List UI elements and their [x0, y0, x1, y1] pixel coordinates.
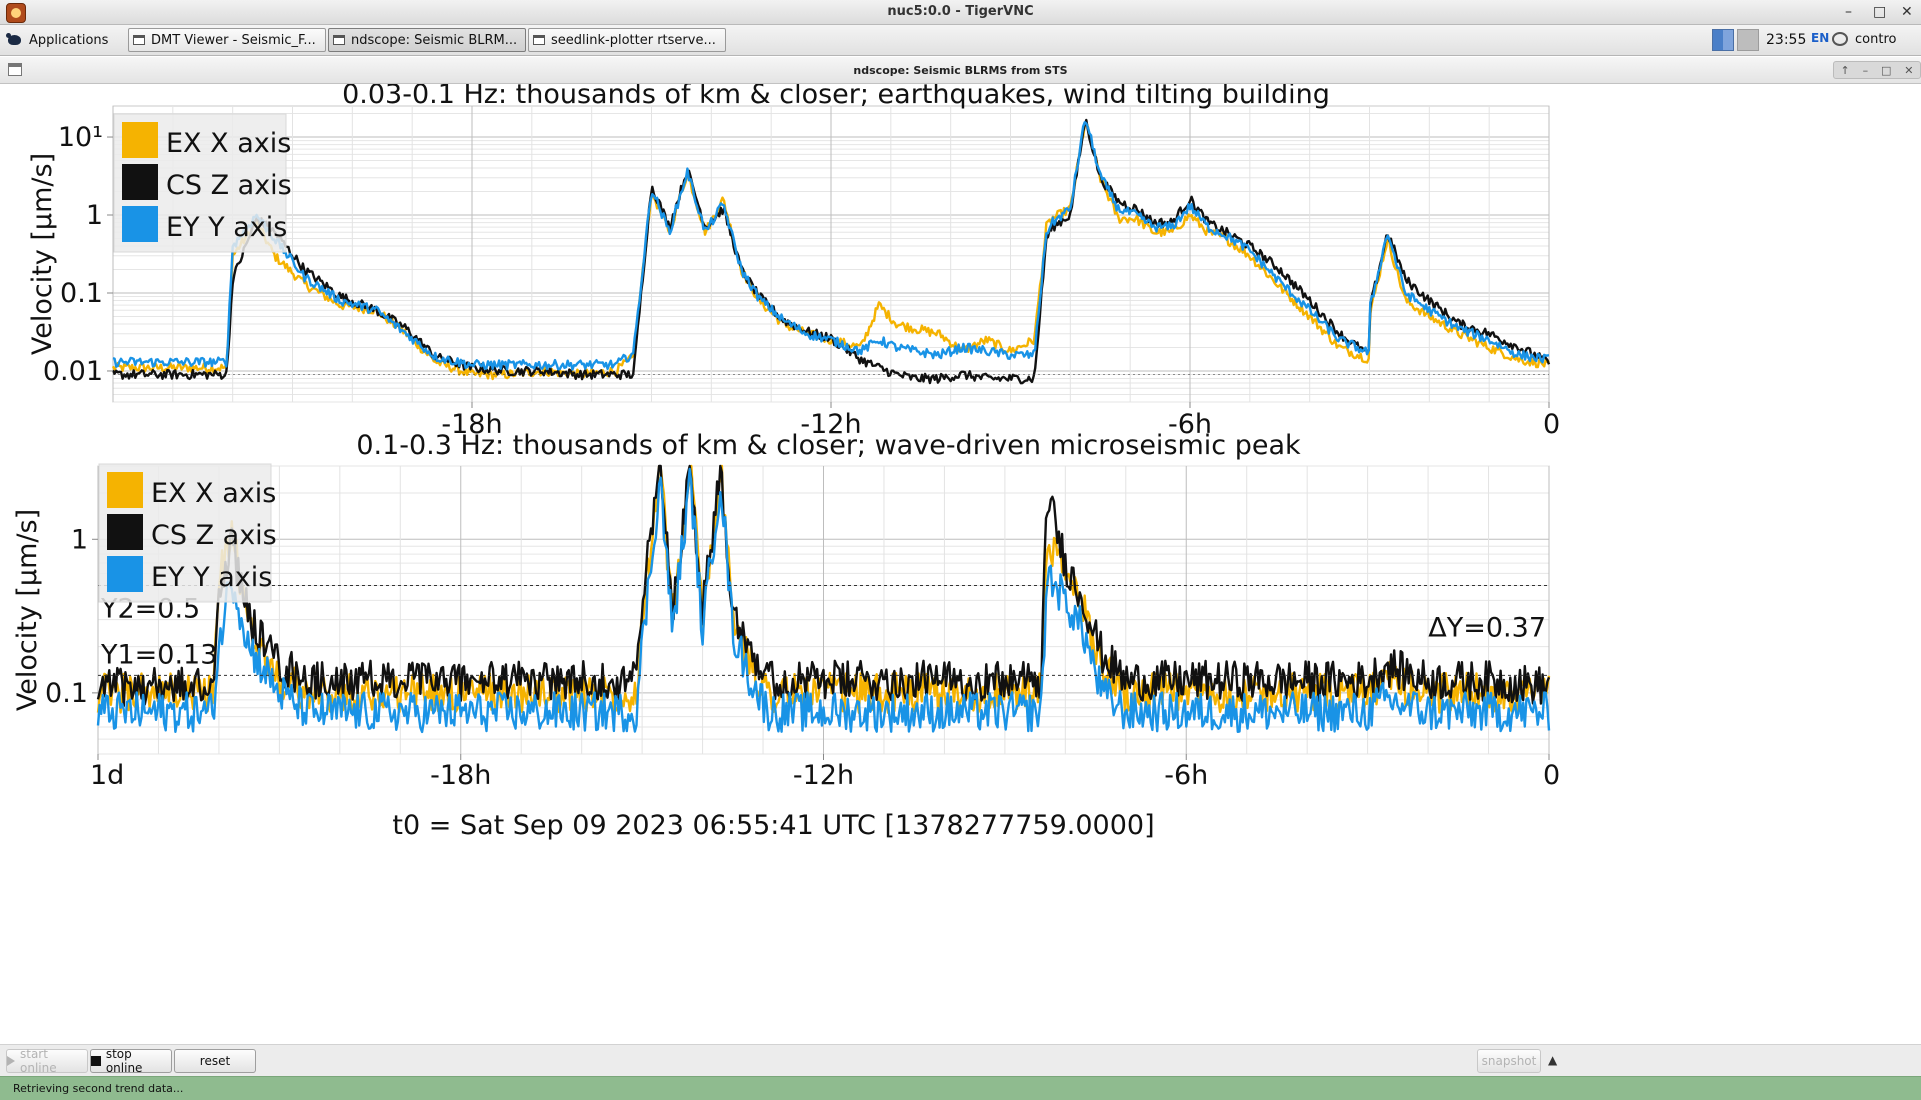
plot-title: 0.03-0.1 Hz: thousands of km & closer; e…: [342, 84, 1330, 110]
maximize-icon[interactable]: □: [1880, 63, 1892, 77]
task-dmt-viewer[interactable]: DMT Viewer - Seismic_F...: [128, 28, 326, 52]
minimize-icon[interactable]: –: [1845, 4, 1852, 20]
y-axis-label: Velocity [μm/s]: [27, 153, 58, 355]
plot-area: 0.03-0.1 Hz: thousands of km & closer; e…: [6, 79, 1921, 1044]
taskbar: Applications DMT Viewer - Seismic_F... n…: [0, 25, 1921, 56]
xfce-mouse-icon: [6, 32, 24, 48]
x-tick-label: -18h: [430, 760, 491, 791]
legend-swatch-ey-y-axis: [107, 556, 143, 592]
plot-title: 0.1-0.3 Hz: thousands of km & closer; wa…: [356, 430, 1301, 461]
plot-panel-1: 0.03-0.1 Hz: thousands of km & closer; e…: [27, 79, 1560, 440]
stop-online-label: stop online: [105, 1047, 143, 1075]
legend-label: CS Z axis: [166, 170, 292, 201]
y-tick-label: 0.1: [45, 678, 88, 709]
x-tick-label: -18h: [441, 409, 502, 440]
control-bar: start online stop online reset snapshot …: [0, 1044, 1921, 1076]
maximize-icon[interactable]: □: [1873, 4, 1887, 20]
reset-button[interactable]: reset: [174, 1049, 256, 1073]
series-line-cs-z-axis: [111, 118, 1551, 385]
legend-swatch-cs-z-axis: [107, 514, 143, 550]
status-bar: Retrieving second trend data...: [0, 1076, 1921, 1100]
snapshot-button[interactable]: snapshot: [1477, 1049, 1541, 1073]
legend-label: EX X axis: [151, 478, 276, 509]
workspace-2-switch[interactable]: [1737, 29, 1759, 51]
x-tick-label: -12h: [800, 409, 861, 440]
legend-swatch-cs-z-axis: [122, 164, 158, 200]
minimize-icon[interactable]: –: [1862, 63, 1869, 77]
x-tick-label: -12h: [793, 760, 854, 791]
vnc-window-title: nuc5:0.0 - TigerVNC: [887, 4, 1034, 19]
legend-swatch-ex-x-axis: [122, 122, 158, 158]
window-menu-icon[interactable]: [8, 63, 22, 76]
clock[interactable]: 23:55: [1766, 32, 1807, 48]
network-icon[interactable]: [1832, 32, 1848, 46]
expand-arrow-icon[interactable]: ▲: [1548, 1053, 1558, 1067]
stop-icon: [91, 1056, 101, 1066]
task-label: DMT Viewer - Seismic_F...: [151, 32, 316, 48]
task-seedlink-plotter[interactable]: seedlink-plotter rtserve...: [528, 28, 726, 52]
legend-label: CS Z axis: [151, 520, 277, 551]
t0-label: t0 = Sat Sep 09 2023 06:55:41 UTC [13782…: [392, 810, 1154, 841]
tigervnc-logo-icon: [6, 3, 26, 23]
window-icon: [133, 35, 145, 45]
series-line-ey-y-axis: [112, 121, 1550, 371]
series-line-cs-z-axis: [96, 464, 1551, 708]
applications-menu-button[interactable]: Applications: [6, 29, 108, 51]
legend-swatch-ex-x-axis: [107, 472, 143, 508]
window-icon: [533, 35, 545, 45]
y-tick-label: 1: [71, 524, 88, 555]
x-tick-label: 0: [1543, 409, 1560, 440]
window-controls: ↑ – □ ✕: [1833, 61, 1921, 79]
start-online-button[interactable]: start online: [6, 1047, 88, 1075]
start-online-label: start online: [20, 1047, 57, 1075]
close-icon[interactable]: ✕: [1901, 4, 1913, 20]
task-label: seedlink-plotter rtserve...: [551, 32, 716, 48]
y-tick-label: 0.1: [60, 278, 103, 309]
status-text: Retrieving second trend data...: [13, 1082, 184, 1095]
cursor-delta-label: ΔY=0.37: [1428, 613, 1546, 644]
task-ndscope[interactable]: ndscope: Seismic BLRM...: [328, 28, 526, 52]
y-tick-label: 1: [86, 200, 103, 231]
shade-icon[interactable]: ↑: [1840, 63, 1850, 77]
user-menu[interactable]: contro: [1855, 32, 1897, 47]
y-tick-label: 0.01: [43, 356, 103, 387]
legend-swatch-ey-y-axis: [122, 206, 158, 242]
vnc-title-bar: nuc5:0.0 - TigerVNC – □ ✕: [0, 0, 1921, 25]
applications-label: Applications: [29, 32, 109, 48]
snapshot-label: snapshot: [1481, 1054, 1537, 1068]
x-tick-label: -6h: [1164, 760, 1208, 791]
close-icon[interactable]: ✕: [1904, 63, 1914, 77]
x-tick-label: 0: [1543, 760, 1560, 791]
legend-label: EX X axis: [166, 128, 291, 159]
cursor-y1-label: Y1=0.13: [100, 639, 217, 670]
series-line-ey-y-axis: [96, 467, 1551, 734]
window-icon: [333, 35, 345, 45]
legend-label: EY Y axis: [166, 212, 287, 243]
reset-label: reset: [199, 1054, 231, 1068]
y-axis-label: Velocity [μm/s]: [12, 509, 43, 711]
keyboard-layout-indicator[interactable]: EN: [1811, 31, 1830, 45]
app-title-bar: ndscope: Seismic BLRMS from STS ↑ – □ ✕: [0, 57, 1921, 84]
x-tick-label: -6h: [1168, 409, 1212, 440]
x-tick-label: 1d: [90, 760, 124, 791]
play-icon: [7, 1056, 15, 1066]
legend-label: EY Y axis: [151, 562, 272, 593]
workspace-1-switch[interactable]: [1712, 29, 1734, 51]
y-tick-label: 10¹: [58, 122, 103, 153]
app-window-title: ndscope: Seismic BLRMS from STS: [853, 64, 1068, 77]
ndscope-plots[interactable]: 0.03-0.1 Hz: thousands of km & closer; e…: [6, 79, 1921, 1044]
task-label: ndscope: Seismic BLRM...: [351, 32, 518, 48]
stop-online-button[interactable]: stop online: [90, 1047, 172, 1075]
